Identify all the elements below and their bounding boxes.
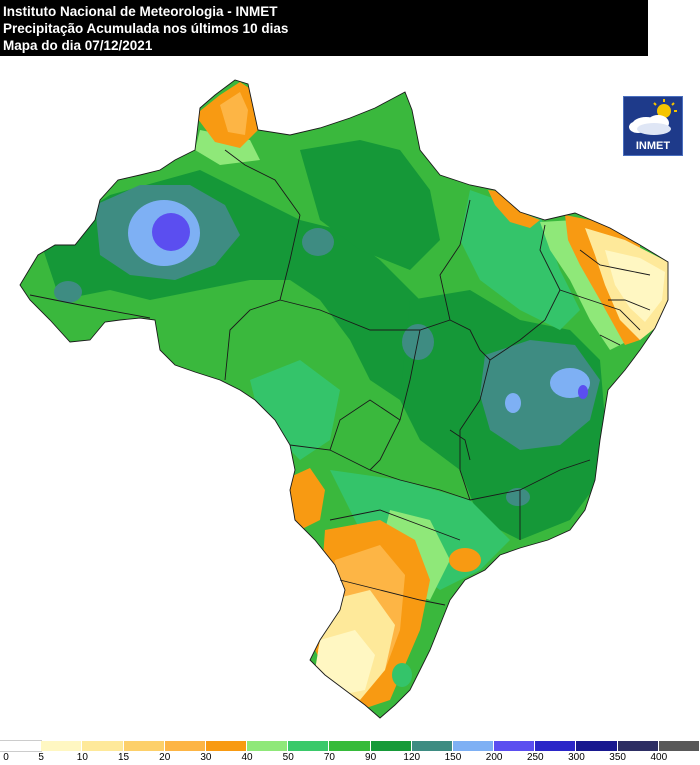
legend-swatch (658, 741, 700, 751)
legend-label: 15 (117, 752, 130, 763)
legend-swatch (123, 741, 165, 751)
legend-label: 70 (323, 752, 335, 763)
zone-light-orange-roraima (220, 92, 248, 135)
legend-swatch (617, 741, 659, 751)
zone-dark-green-north (300, 140, 440, 270)
legend-label: 400 (650, 752, 668, 763)
legend-label: 250 (526, 752, 544, 763)
zone-light-blue-center (505, 393, 521, 413)
legend-swatch (329, 741, 371, 751)
legend-swatch (494, 741, 536, 751)
legend-label: 120 (403, 752, 421, 763)
legend-swatch (205, 741, 248, 751)
legend-labels: 0 5 10 15 20 30 40 50 70 90 120 150 200 250 300 350 400 (0, 752, 700, 765)
legend-color-bar (0, 740, 700, 752)
legend-swatch (535, 741, 577, 751)
zone-orange-ms (288, 468, 325, 530)
legend-swatch (411, 741, 453, 751)
legend-swatch (41, 741, 83, 751)
legend-label: 90 (365, 752, 377, 763)
precipitation-legend: 0 5 10 15 20 30 40 50 70 90 120 150 200 250 300 350 400 (0, 740, 700, 765)
legend-label: 5 (38, 752, 44, 763)
legend-label: 40 (241, 752, 253, 763)
legend-swatch (452, 741, 495, 751)
zone-mid-green-northeast (460, 190, 580, 330)
zone-green-rs (392, 663, 412, 687)
logo-label: INMET (635, 140, 671, 152)
legend-swatch (82, 741, 124, 751)
zone-teal-north (302, 228, 334, 256)
legend-label: 300 (568, 752, 585, 763)
zone-mid-green-west (250, 360, 340, 460)
legend-swatch (576, 741, 618, 751)
cloud-sun-icon (629, 99, 677, 135)
zone-teal-west (54, 281, 82, 303)
legend-label: 200 (485, 752, 503, 763)
legend-label: 350 (609, 752, 626, 763)
precipitation-map (19, 79, 669, 719)
zone-teal-mg (506, 488, 530, 506)
institution-title: Instituto Nacional de Meteorologia - INM… (3, 4, 278, 19)
legend-label: 50 (282, 752, 294, 763)
zone-violet-amazon (152, 213, 190, 251)
legend-label: 10 (76, 752, 88, 763)
map-date: Mapa do dia 07/12/2021 (3, 38, 153, 53)
map-title: Precipitação Acumulada nos últimos 10 di… (3, 21, 289, 36)
legend-label: 30 (200, 752, 212, 763)
zone-orange-pa-coast (488, 190, 540, 228)
legend-swatch (0, 740, 43, 752)
zone-violet-bahia (578, 385, 588, 399)
legend-swatch (247, 741, 289, 751)
legend-label: 20 (159, 752, 171, 763)
map-header: Instituto Nacional de Meteorologia - INM… (0, 0, 648, 56)
inmet-logo: INMET (623, 96, 683, 156)
legend-swatch (164, 741, 206, 751)
legend-swatch (370, 741, 412, 751)
zone-light-green-ne (540, 220, 630, 350)
zone-teal-bahia (480, 340, 600, 450)
zone-pale-ne (605, 250, 665, 322)
precipitation-zones (40, 82, 668, 710)
state-borders (19, 79, 669, 719)
legend-label: 0 (3, 752, 9, 763)
zone-orange-sp (449, 548, 481, 572)
legend-swatch (288, 741, 330, 751)
legend-label: 150 (444, 752, 462, 763)
